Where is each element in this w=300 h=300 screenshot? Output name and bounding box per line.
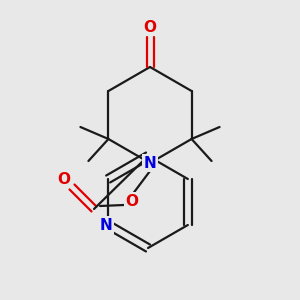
Text: O: O — [143, 20, 157, 34]
Text: N: N — [144, 155, 156, 170]
Text: N: N — [100, 218, 112, 232]
Text: O: O — [125, 194, 139, 208]
Text: O: O — [58, 172, 70, 187]
